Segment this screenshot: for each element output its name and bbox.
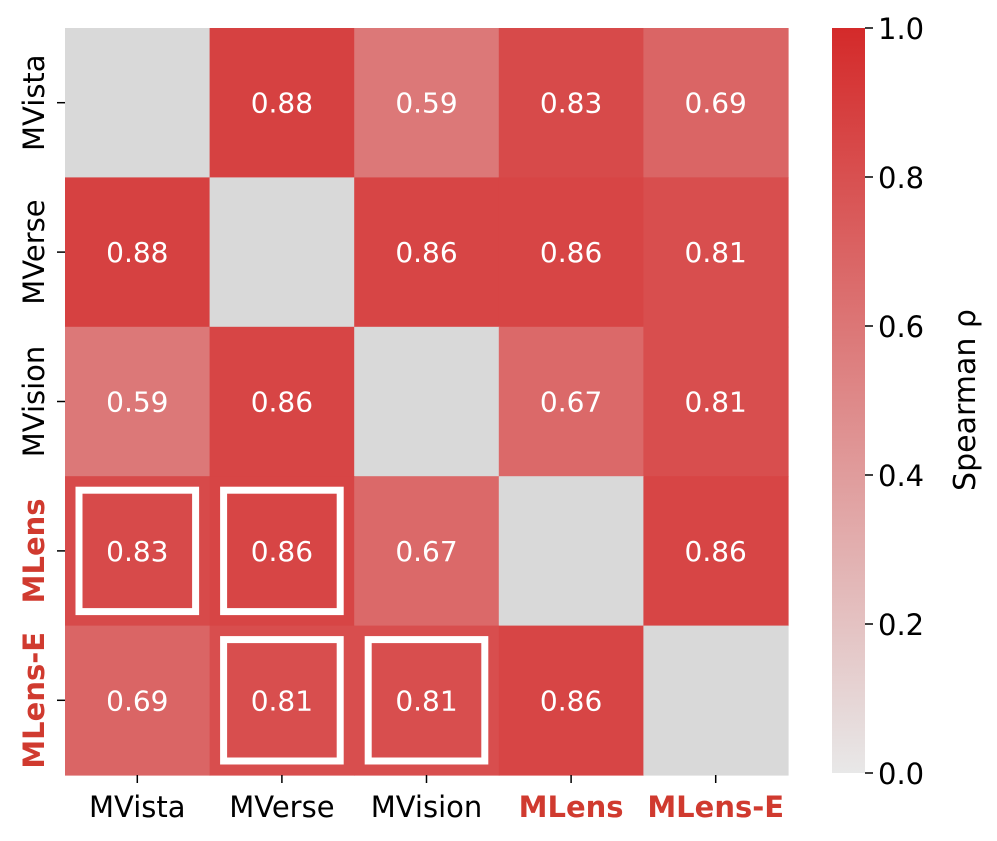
cell-value-label: 0.67 [540,386,602,419]
heatmap-cell [643,177,789,328]
heatmap-cell [354,625,500,776]
x-axis: MVista MVerse MVision MLens MLens-E [89,775,784,824]
cell-value-label: 0.59 [395,87,457,120]
colorbar-label: Spearman ρ [948,309,983,491]
heatmap-cell [498,625,644,776]
heatmap-cell [354,476,500,627]
colorbar-tick-label: 0.8 [878,161,924,195]
heatmap-cell [65,326,211,477]
colorbar-tick-label: 0.6 [878,310,924,344]
y-tick-label: MVista [17,54,51,151]
colorbar-tick-label: 0.2 [878,608,924,642]
cell-value-label: 0.86 [395,236,457,269]
cell-value-label: 0.81 [395,684,457,717]
y-tick-label: MVerse [17,199,51,304]
heatmap-cell [209,28,355,178]
heatmap-cell [498,326,644,477]
heatmap-cell [643,476,789,627]
heatmap-cell [498,476,644,627]
cell-value-label: 0.59 [106,386,168,419]
highlight-box [75,486,200,616]
heatmap-cell [498,177,644,328]
heatmap-cell [65,476,211,627]
heatmap-cell [209,326,355,477]
heatmap-cell [65,625,211,776]
highlight-box [364,636,489,765]
heatmap-cell [498,28,644,178]
highlight-boxes [75,486,489,765]
cell-value-label: 0.69 [106,684,168,717]
y-axis: MVista MVerse MVision MLens MLens-E [17,54,65,769]
heatmap-cell [209,476,355,627]
x-tick-label: MVision [371,790,483,824]
cell-value-label: 0.67 [395,535,457,568]
heatmap-cell [643,326,789,477]
heatmap-cell [209,177,355,328]
colorbar-ticks: 0.0 0.2 0.4 0.6 0.8 1.0 [865,12,924,791]
y-tick-label: MLens [17,498,51,603]
colorbar-gradient [832,28,865,773]
highlight-box [220,636,344,765]
heatmap-cell [354,177,500,328]
x-tick-label: MLens [519,790,624,824]
cell-value-label: 0.86 [540,236,602,269]
x-tick-label: MVerse [229,790,334,824]
colorbar-tick-label: 0.4 [878,459,924,493]
colorbar-tick-label: 1.0 [878,12,924,46]
cell-value-label: 0.86 [251,535,313,568]
colorbar-tick-label: 0.0 [878,757,924,791]
colorbar: 0.0 0.2 0.4 0.6 0.8 1.0 Spearman ρ [832,12,983,791]
heatmap-cell [354,28,500,178]
heatmap-cell [643,28,789,178]
cell-value-label: 0.88 [106,236,168,269]
heatmap-cells: 0.88 0.59 0.83 0.69 0.88 0.86 0.86 0.81 0.59 0.86… [65,28,789,776]
cell-value-label: 0.81 [685,386,747,419]
cell-value-label: 0.69 [685,87,747,120]
highlight-box [220,486,344,616]
cell-value-label: 0.81 [685,236,747,269]
x-tick-label: MLens-E [647,790,784,824]
y-tick-label: MLens-E [17,632,51,769]
heatmap-cell [354,326,500,477]
cell-value-label: 0.83 [106,535,168,568]
cell-value-label: 0.86 [540,684,602,717]
heatmap-cell [643,625,789,776]
heatmap-cell [209,625,355,776]
heatmap-cell [65,177,211,328]
x-tick-label: MVista [89,790,186,824]
cell-value-label: 0.86 [685,535,747,568]
cell-value-label: 0.83 [540,87,602,120]
cell-value-label: 0.88 [251,87,313,120]
cell-value-label: 0.86 [251,386,313,419]
y-tick-label: MVision [17,346,51,458]
cell-value-label: 0.81 [251,684,313,717]
heatmap-cell [65,28,211,178]
